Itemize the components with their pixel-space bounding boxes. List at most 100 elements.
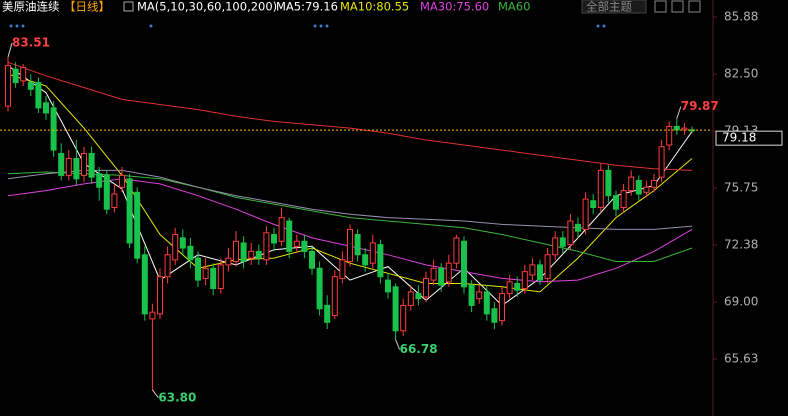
tool-icon[interactable] (654, 0, 667, 13)
candle-body (225, 257, 232, 266)
candle-body (293, 240, 300, 247)
candle-body (187, 245, 194, 261)
candle-body (81, 152, 87, 176)
candle-body (521, 271, 528, 290)
candle-body (255, 250, 262, 259)
candle-body (400, 304, 407, 332)
legend-entry: MA60 (498, 0, 530, 14)
candle-body (445, 262, 452, 283)
candle-body (651, 179, 657, 188)
y-tick-label: 75.75 (724, 181, 758, 195)
candle-body (35, 82, 42, 109)
candle-body (27, 82, 34, 90)
candle-body (263, 232, 270, 261)
candle-body (339, 259, 346, 279)
candle-body (438, 267, 445, 286)
candle-body (415, 293, 422, 300)
candle-body (567, 220, 574, 246)
candle-body (20, 66, 27, 82)
candle-body (544, 254, 551, 279)
candle-body (248, 250, 255, 259)
tool-icon[interactable] (671, 0, 684, 13)
candle-body (217, 264, 224, 290)
candle-body (5, 65, 11, 107)
candle-body (430, 267, 437, 281)
candle-body (635, 179, 642, 195)
candle-body (613, 195, 619, 210)
candle-body (271, 234, 277, 244)
candle-body (126, 178, 133, 244)
theme-button[interactable] (581, 0, 647, 14)
candle-body (407, 291, 414, 306)
candle-body (202, 267, 209, 279)
candle-body (476, 291, 483, 300)
candle-body (50, 107, 57, 151)
annotation: 79.87 (681, 99, 719, 113)
button-label: 全部主题 (586, 0, 632, 14)
candle-body (286, 220, 293, 252)
candle-body (392, 286, 399, 332)
candle-body (210, 267, 217, 290)
candle-body (164, 254, 171, 278)
annotation-leader (395, 339, 401, 350)
candle-body (461, 240, 467, 288)
candle-body (65, 158, 72, 176)
candle-body (506, 281, 513, 295)
candle-body (172, 234, 179, 261)
candle-body (491, 308, 498, 323)
candle-body (179, 237, 186, 249)
y-tick-label: 65.63 (724, 351, 758, 365)
candle-body (309, 250, 315, 269)
candle-body (134, 191, 141, 259)
candle-body (673, 125, 680, 131)
candle-body (559, 237, 566, 247)
candle-body (111, 193, 118, 208)
candle-body (149, 311, 156, 320)
candle-body (681, 127, 688, 131)
candle-body (43, 102, 49, 114)
candle-body (301, 240, 308, 252)
tool-icon[interactable] (688, 0, 701, 13)
candle-body (514, 282, 521, 291)
ma-icon[interactable] (123, 1, 134, 12)
y-tick-label: 69.00 (724, 295, 758, 309)
candle-body (96, 173, 103, 188)
candle-body (628, 176, 635, 192)
candle-body (620, 190, 627, 208)
candle-body (582, 198, 589, 230)
candle-body (385, 279, 391, 293)
legend-entry: MA30:75.60 (420, 0, 489, 14)
candle-body (12, 68, 19, 84)
candle-body (377, 244, 384, 278)
candle-body (347, 228, 353, 263)
candle-body (590, 200, 597, 208)
candle-body (529, 264, 536, 276)
candle-body (369, 242, 376, 264)
y-tick-label: 82.50 (724, 67, 758, 81)
candle-body (552, 237, 559, 256)
candle-body (103, 174, 110, 210)
period: 【日线】 (64, 0, 110, 14)
event-dots (9, 24, 606, 28)
candle-body (141, 254, 148, 315)
annotation-leader (676, 106, 682, 119)
candle-body (483, 291, 490, 315)
candle-body (233, 240, 239, 263)
ma-line (7, 61, 693, 171)
candle-body (423, 277, 429, 298)
candle-body (597, 169, 604, 208)
annotation: 83.51 (12, 36, 50, 50)
candle-body (643, 186, 650, 193)
y-tick-label: 72.38 (724, 237, 758, 251)
annotation: 66.78 (400, 342, 438, 356)
candle-body (324, 304, 331, 323)
candle-body (73, 158, 80, 180)
candle-body (362, 254, 369, 266)
candle-body (278, 217, 285, 242)
candle-body (666, 125, 673, 146)
candle-body (575, 223, 581, 232)
candle-body (331, 276, 338, 317)
